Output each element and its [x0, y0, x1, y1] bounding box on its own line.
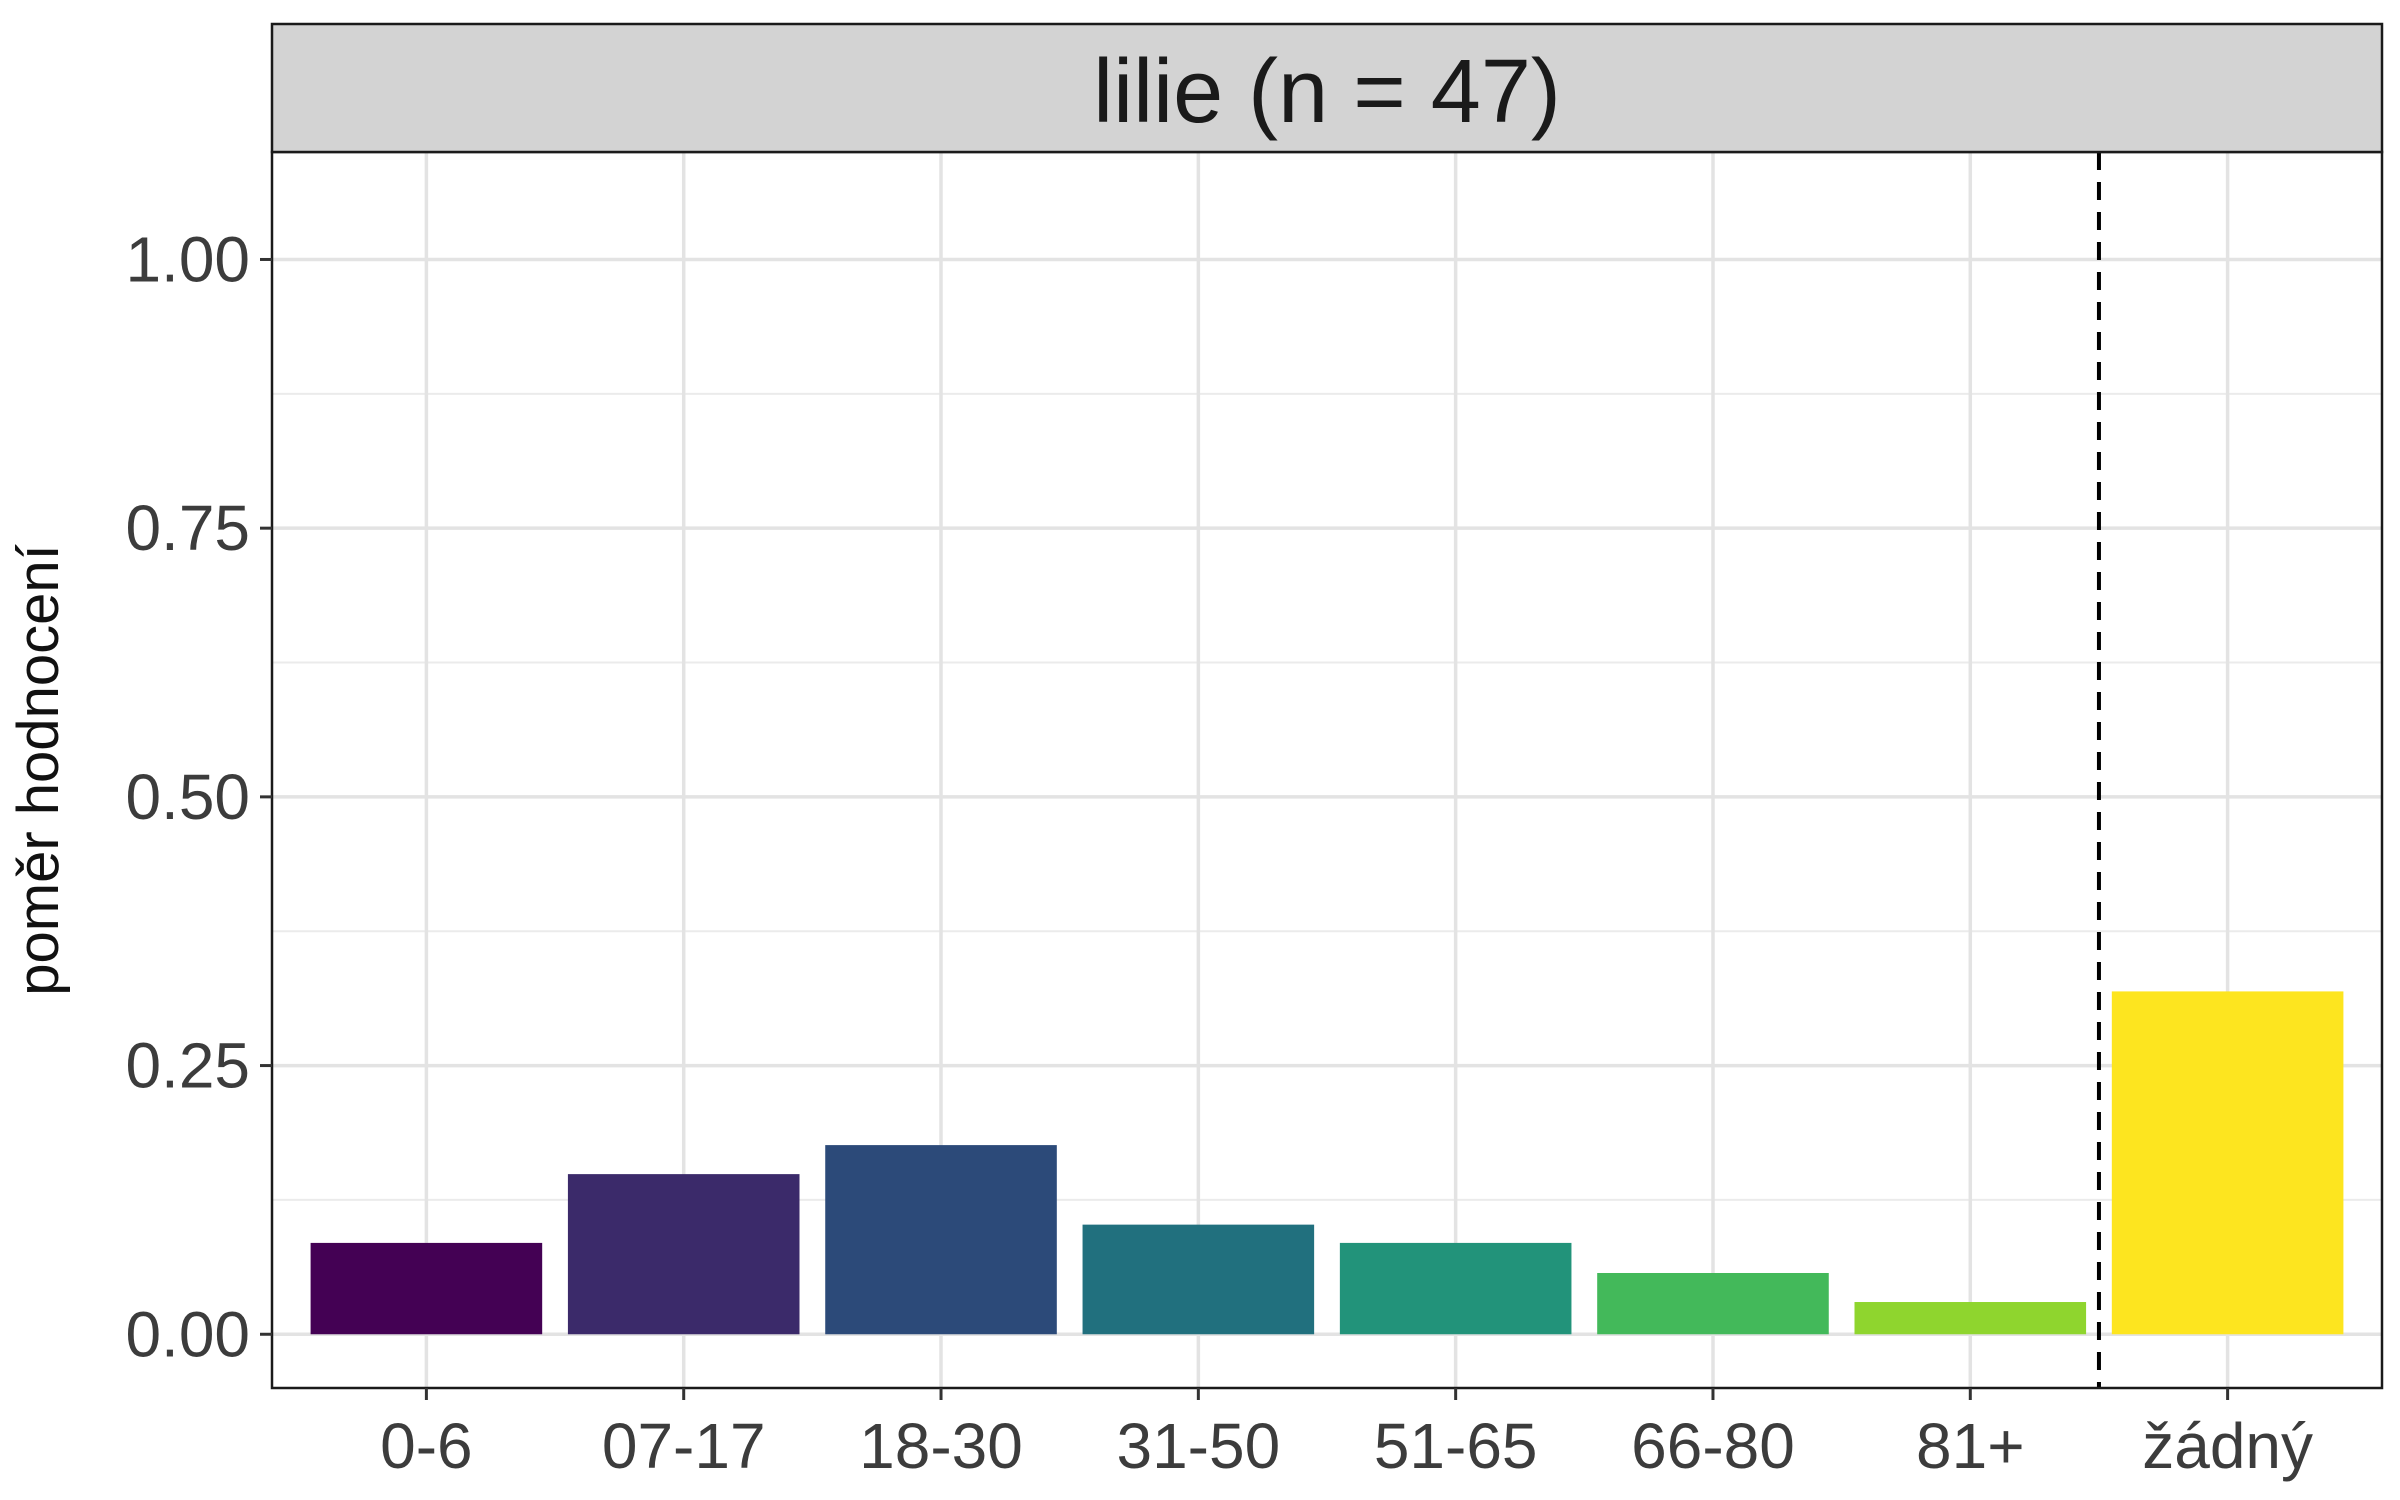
facet-strip	[270, 22, 2384, 154]
y-axis: 0.00 0.25 0.50 0.75 1.00	[125, 223, 272, 1370]
x-tick-label: 07-17	[602, 1410, 766, 1482]
bars	[310, 991, 2344, 1335]
y-tick-label: 0.50	[125, 761, 250, 833]
x-tick-label: žádný	[2142, 1410, 2313, 1482]
bar-0-6	[310, 1242, 543, 1335]
facet-label: lilie (n = 47)	[1093, 42, 1561, 142]
bar-žádný	[2111, 991, 2344, 1335]
y-tick-label: 0.75	[125, 492, 250, 564]
bar-51-65	[1339, 1242, 1572, 1335]
x-axis: 0-6 07-17 18-30 31-50 51-65 66-80 81+ žádný	[380, 1388, 2313, 1482]
bar-66-80	[1597, 1272, 1829, 1335]
x-tick-label: 31-50	[1116, 1410, 1280, 1482]
x-tick-label: 51-65	[1374, 1410, 1538, 1482]
x-tick-label: 66-80	[1631, 1410, 1795, 1482]
y-tick-label: 0.25	[125, 1030, 250, 1102]
x-tick-label: 0-6	[380, 1410, 473, 1482]
y-tick-label: 0.00	[125, 1298, 250, 1370]
bar-07-17	[567, 1174, 800, 1335]
y-tick-label: 1.00	[125, 223, 250, 295]
bar-31-50	[1082, 1224, 1315, 1335]
x-tick-label: 81+	[1916, 1410, 2025, 1482]
y-axis-title: poměr hodnocení	[6, 544, 71, 995]
x-tick-label: 18-30	[859, 1410, 1023, 1482]
bar-18-30	[825, 1145, 1057, 1335]
bar-81+	[1854, 1302, 2087, 1335]
